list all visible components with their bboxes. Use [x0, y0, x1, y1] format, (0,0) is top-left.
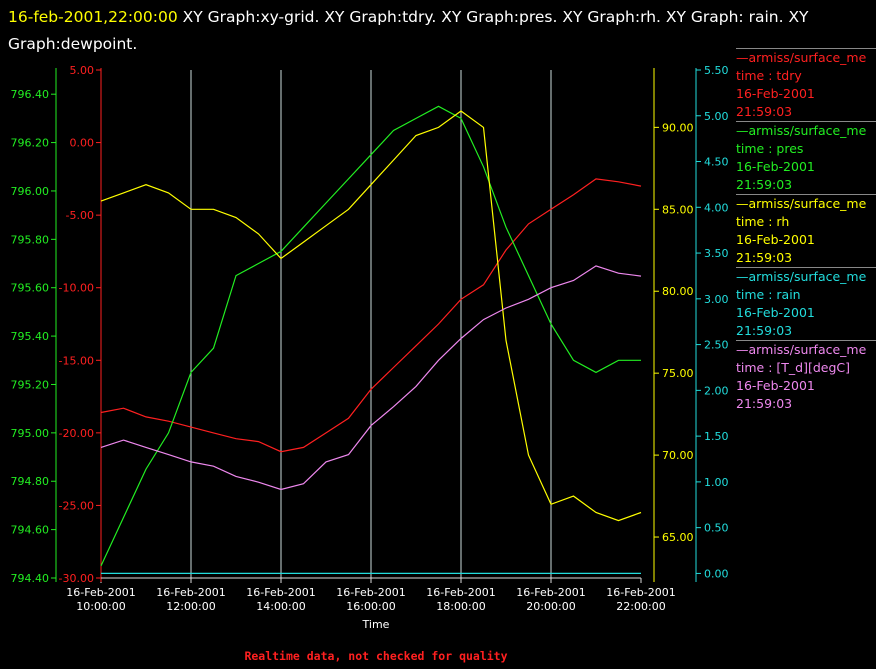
- rain-tick-label: 1.00: [704, 476, 729, 489]
- pres-line: [100, 105, 641, 567]
- pres-tick-label: 795.80: [11, 233, 50, 246]
- x-tick-label: 16-Feb-2001: [336, 586, 405, 599]
- legend-var: time : [T_d][degC]: [736, 360, 851, 375]
- pres-tick-label: 795.00: [11, 427, 50, 440]
- chart-timestamp: 16-feb-2001,22:00:00: [8, 8, 178, 26]
- tdry-tick-label: -5.00: [66, 209, 94, 222]
- rh-tick-label: 85.00: [662, 203, 694, 216]
- tdry-line: [100, 178, 642, 453]
- x-axis-label: Time: [362, 618, 390, 631]
- legend-time: 21:59:03: [736, 323, 793, 338]
- pres-tick-label: 796.00: [11, 185, 50, 198]
- rain-tick-label: 2.50: [704, 339, 729, 352]
- chart-title-text: XY Graph:xy-grid. XY Graph:tdry. XY Grap…: [8, 8, 809, 53]
- legend-date: 16-Feb-2001: [736, 305, 815, 320]
- rain-tick-label: 2.00: [704, 384, 729, 397]
- legend-time: 21:59:03: [736, 250, 793, 265]
- rain-tick-label: 3.50: [704, 247, 729, 260]
- legend-var: time : pres: [736, 141, 804, 156]
- rain-tick-label: 5.50: [704, 64, 729, 77]
- pres-tick-label: 795.60: [11, 282, 50, 295]
- legend-source: —armiss/surface_me: [736, 342, 867, 357]
- legend-source: —armiss/surface_me: [736, 123, 867, 138]
- legend-time: 21:59:03: [736, 104, 793, 119]
- x-tick-label: 12:00:00: [166, 600, 215, 613]
- legend-time: 21:59:03: [736, 396, 793, 411]
- x-tick-label: 16-Feb-2001: [246, 586, 315, 599]
- legend-var: time : tdry: [736, 68, 802, 83]
- chart-title: 16-feb-2001,22:00:00 XY Graph:xy-grid. X…: [8, 4, 838, 58]
- pres-tick-label: 795.40: [11, 330, 50, 343]
- pres-tick-label: 794.40: [11, 572, 50, 585]
- pres-tick-label: 796.20: [11, 137, 50, 150]
- tdry-tick-label: -30.00: [59, 572, 94, 585]
- x-tick-label: 16-Feb-2001: [66, 586, 135, 599]
- dewpoint-line: [100, 265, 642, 491]
- rh-line: [100, 110, 642, 522]
- pres-tick-label: 796.40: [11, 88, 50, 101]
- x-tick-label: 16-Feb-2001: [156, 586, 225, 599]
- legend: —armiss/surface_me time : tdry 16-Feb-2001…: [736, 48, 876, 413]
- legend-var: time : rain: [736, 287, 801, 302]
- x-tick-label: 20:00:00: [526, 600, 575, 613]
- legend-date: 16-Feb-2001: [736, 378, 815, 393]
- x-tick-label: 18:00:00: [436, 600, 485, 613]
- legend-source: —armiss/surface_me: [736, 50, 867, 65]
- x-tick-label: 16:00:00: [346, 600, 395, 613]
- x-tick-label: 16-Feb-2001: [516, 586, 585, 599]
- x-tick-label: 16-Feb-2001: [606, 586, 675, 599]
- legend-source: —armiss/surface_me: [736, 196, 867, 211]
- x-tick-label: 10:00:00: [76, 600, 125, 613]
- pres-tick-label: 795.20: [11, 378, 50, 391]
- rain-tick-label: 3.00: [704, 293, 729, 306]
- rh-tick-label: 90.00: [662, 121, 694, 134]
- x-tick-label: 14:00:00: [256, 600, 305, 613]
- rh-tick-label: 65.00: [662, 531, 694, 544]
- x-tick-label: 16-Feb-2001: [426, 586, 495, 599]
- tdry-tick-label: 5.00: [70, 64, 95, 77]
- tdry-tick-label: -15.00: [59, 354, 94, 367]
- legend-date: 16-Feb-2001: [736, 86, 815, 101]
- legend-source: —armiss/surface_me: [736, 269, 867, 284]
- rh-tick-label: 70.00: [662, 449, 694, 462]
- tdry-tick-label: -10.00: [59, 282, 94, 295]
- rain-tick-label: 0.00: [704, 567, 729, 580]
- legend-date: 16-Feb-2001: [736, 232, 815, 247]
- rain-tick-label: 5.00: [704, 110, 729, 123]
- legend-time: 21:59:03: [736, 177, 793, 192]
- quality-note: Realtime data, not checked for quality: [244, 649, 508, 663]
- rain-tick-label: 4.00: [704, 201, 729, 214]
- rh-tick-label: 80.00: [662, 285, 694, 298]
- tdry-tick-label: 0.00: [70, 137, 95, 150]
- pres-tick-label: 794.80: [11, 475, 50, 488]
- tdry-tick-label: -20.00: [59, 427, 94, 440]
- rain-tick-label: 1.50: [704, 430, 729, 443]
- legend-date: 16-Feb-2001: [736, 159, 815, 174]
- rain-tick-label: 4.50: [704, 156, 729, 169]
- legend-var: time : rh: [736, 214, 790, 229]
- tdry-tick-label: -25.00: [59, 499, 94, 512]
- x-tick-label: 22:00:00: [616, 600, 665, 613]
- rain-tick-label: 0.50: [704, 522, 729, 535]
- rh-tick-label: 75.00: [662, 367, 694, 380]
- pres-tick-label: 794.60: [11, 524, 50, 537]
